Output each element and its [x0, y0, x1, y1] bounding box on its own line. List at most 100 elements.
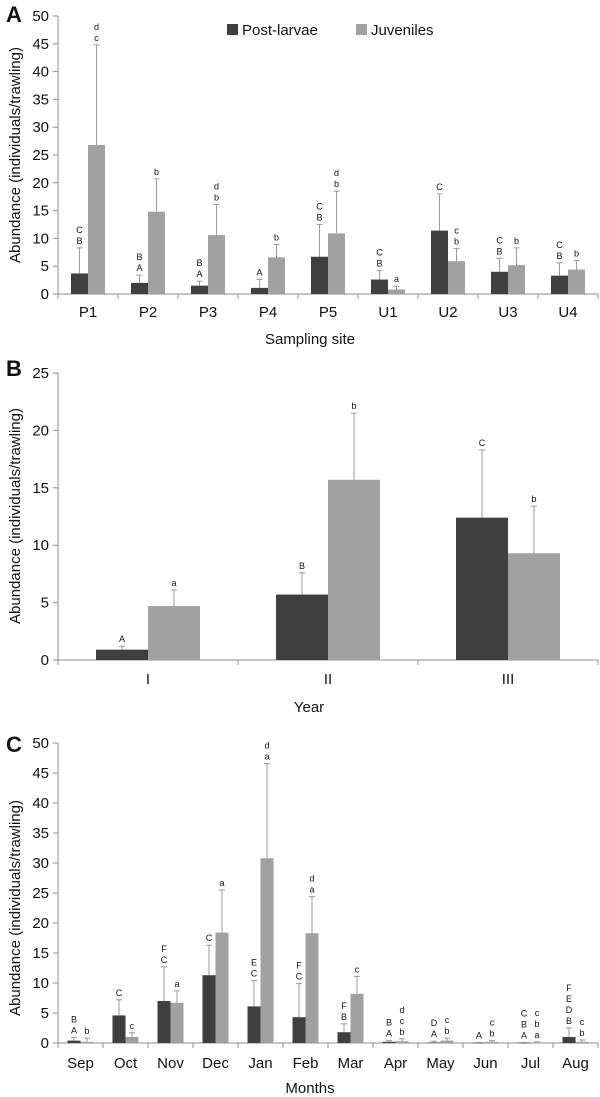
bar-post-larvae-feb [292, 1017, 306, 1043]
panel-a-y-tick-label: 45 [32, 36, 49, 53]
significance-letter: b [334, 179, 339, 189]
bar-post-larvae-iii [456, 517, 508, 660]
bar-juveniles-i [148, 606, 200, 660]
bar-post-larvae-jul [517, 1042, 531, 1044]
panel-b-y-tick-label: 15 [32, 480, 49, 497]
panel-c-label: C [6, 732, 22, 757]
bar-juveniles-u2 [448, 261, 465, 294]
significance-letter: C [496, 235, 503, 245]
significance-letter: b [514, 236, 519, 246]
panel-a-y-tick-label: 35 [32, 91, 49, 108]
significance-letter: C [556, 240, 563, 250]
significance-letter: c [454, 225, 459, 235]
panel-a-x-tick-label: P3 [199, 304, 217, 321]
panel-a-y-tick-label: 0 [41, 286, 49, 303]
bar-juveniles-feb [305, 933, 319, 1043]
significance-letter: C [376, 248, 383, 258]
panel-c-y-tick-label: 30 [32, 855, 49, 872]
bar-juveniles-apr [395, 1041, 409, 1043]
bar-post-larvae-aug [562, 1037, 576, 1043]
significance-letter: c [355, 964, 360, 974]
panel-a-y-tick-label: 50 [32, 8, 49, 25]
significance-letter: B [566, 1016, 572, 1026]
significance-letter: b [574, 249, 579, 259]
bar-juveniles-jun [485, 1041, 499, 1043]
significance-letter: c [535, 1008, 540, 1018]
panel-a-x-tick-label: P2 [139, 304, 157, 321]
panel-b-y-axis-title: Abundance (individuals/trawling) [7, 408, 24, 624]
panel-a-y-tick-label: 10 [32, 230, 49, 247]
significance-letter: B [196, 258, 202, 268]
panel-c-x-tick-label: May [426, 1055, 455, 1072]
panel-c-y-tick-label: 0 [41, 1035, 49, 1052]
significance-letter: c [580, 1017, 585, 1027]
panel-a-x-tick-label: P4 [259, 304, 277, 321]
panel-c-y-axis-title: Abundance (individuals/trawling) [7, 800, 24, 1016]
bar-post-larvae-i [96, 649, 148, 660]
significance-letter: A [196, 269, 202, 279]
bar-juveniles-jan [260, 858, 274, 1043]
panel-b-x-axis-title: Year [294, 699, 324, 716]
significance-letter: c [400, 1016, 405, 1026]
bar-juveniles-u3 [508, 265, 525, 294]
bar-post-larvae-nov [157, 1001, 171, 1043]
significance-letter: C [251, 969, 258, 979]
significance-letter: a [264, 751, 269, 761]
panel-c-y-tick-label: 40 [32, 795, 49, 812]
bar-post-larvae-u1 [371, 279, 388, 294]
panel-a-x-tick-label: U2 [438, 304, 457, 321]
bar-post-larvae-dec [202, 975, 216, 1043]
panel-a-y-tick-label: 5 [41, 258, 49, 275]
significance-letter: A [256, 268, 262, 278]
panel-a-y-tick-label: 25 [32, 147, 49, 164]
significance-letter: B [316, 213, 322, 223]
bar-post-larvae-mar [337, 1032, 351, 1043]
significance-letter: d [264, 740, 269, 750]
panel-c-y-tick-label: 50 [32, 735, 49, 752]
significance-letter: a [171, 578, 176, 588]
significance-letter: C [161, 955, 168, 965]
bar-post-larvae-u3 [491, 271, 508, 294]
significance-letter: C [521, 1008, 528, 1018]
significance-letter: b [454, 236, 459, 246]
panel-a-x-tick-label: P5 [319, 304, 337, 321]
significance-letter: d [214, 181, 219, 191]
significance-letter: B [386, 1018, 392, 1028]
significance-letter: A [119, 634, 125, 644]
significance-letter: A [136, 263, 142, 273]
panel-c-y-tick-label: 25 [32, 885, 49, 902]
bar-post-larvae-jan [247, 1006, 261, 1043]
panel-a-y-tick-label: 15 [32, 203, 49, 220]
significance-letter: A [431, 1029, 437, 1039]
bar-post-larvae-apr [382, 1041, 396, 1043]
significance-letter: B [299, 561, 305, 571]
bar-post-larvae-p5 [311, 256, 328, 294]
significance-letter: b [489, 1029, 494, 1039]
significance-letter: c [490, 1018, 495, 1028]
significance-letter: F [341, 1001, 347, 1011]
significance-letter: b [84, 1026, 89, 1036]
panel-c-y-tick-label: 10 [32, 975, 49, 992]
significance-letter: a [219, 878, 224, 888]
bar-post-larvae-oct [112, 1015, 126, 1043]
legend-swatch-post-larvae [227, 24, 238, 35]
panel-b-x-tick-label: III [502, 671, 515, 688]
significance-letter: b [444, 1026, 449, 1036]
bar-juveniles-u1 [388, 289, 405, 294]
significance-letter: A [521, 1030, 527, 1040]
bar-juveniles-jul [530, 1042, 544, 1043]
panel-c-y-tick-label: 20 [32, 915, 49, 932]
significance-letter: d [334, 168, 339, 178]
bar-post-larvae-u2 [431, 230, 448, 294]
panel-c-y-tick-label: 15 [32, 945, 49, 962]
bar-juveniles-p1 [88, 144, 105, 294]
bar-juveniles-sep [80, 1041, 94, 1043]
significance-letter: b [274, 233, 279, 243]
bar-juveniles-u4 [568, 269, 585, 294]
significance-letter: d [309, 874, 314, 884]
panel-b-x-tick-label: I [146, 671, 150, 688]
panel-a-x-tick-label: P1 [79, 304, 97, 321]
panel-b-y-tick-label: 0 [41, 652, 49, 669]
